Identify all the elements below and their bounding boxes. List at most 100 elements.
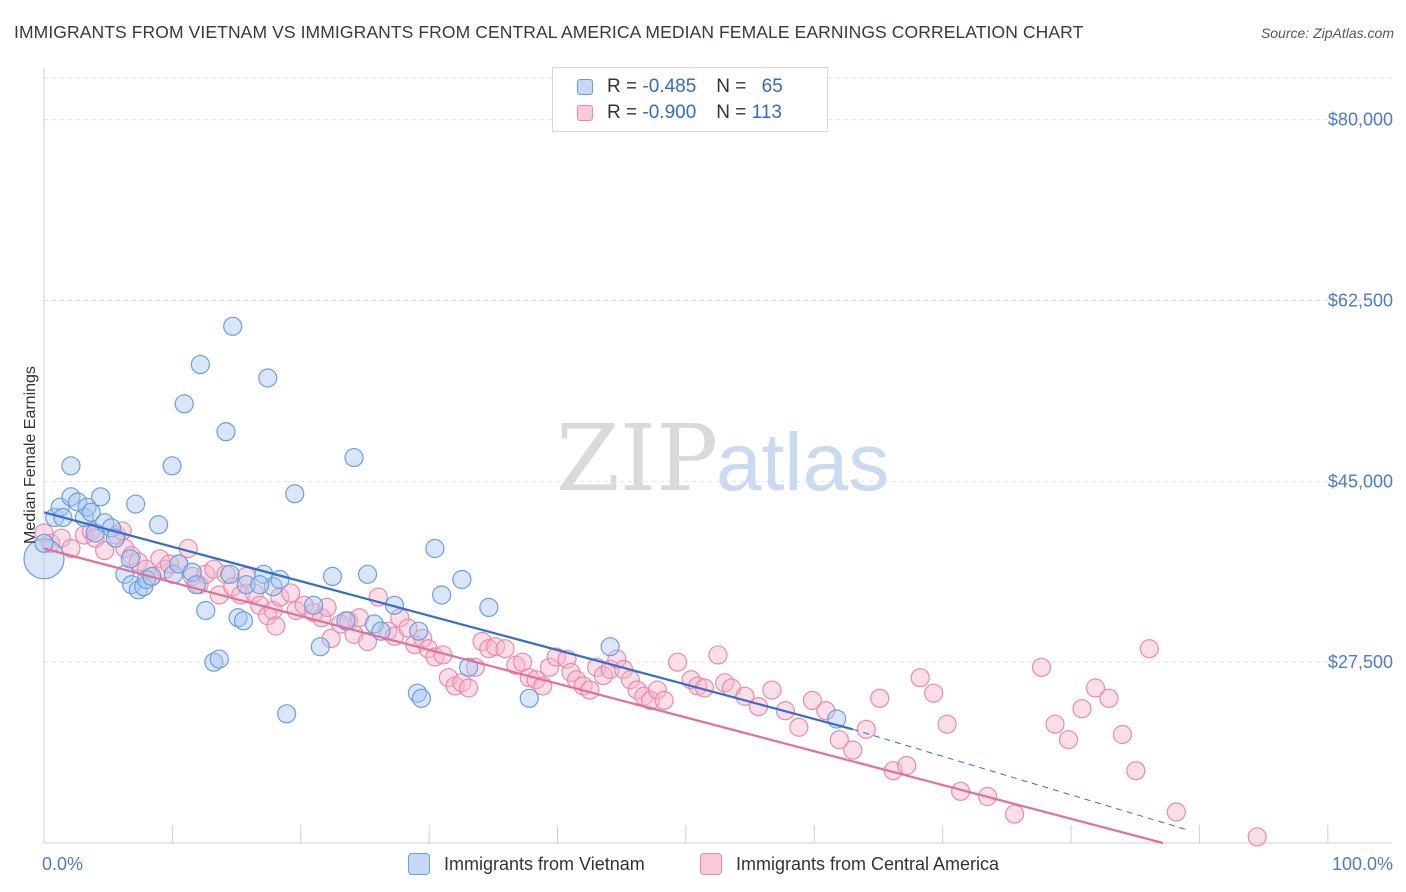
central-america-point — [910, 668, 930, 688]
vietnam-point — [459, 657, 479, 677]
vietnam-point — [228, 608, 248, 628]
vietnam-point — [600, 637, 620, 657]
central-america-point — [459, 678, 479, 698]
central-america-point — [937, 714, 957, 734]
bottom-legend-central-america: Immigrants from Central America — [700, 851, 999, 877]
central-america-point — [485, 637, 506, 657]
y-tick-label: $62,500 — [1328, 291, 1393, 311]
central-america-point — [266, 616, 286, 636]
vietnam-point — [220, 564, 240, 584]
central-america-point — [1112, 724, 1133, 745]
central-america-point — [1099, 688, 1119, 708]
bottom-legend-swatch-vietnam — [408, 853, 430, 875]
central-america-point — [708, 645, 728, 665]
central-america-point — [1139, 639, 1159, 659]
vietnam-point — [432, 585, 452, 605]
bottom-legend-label-vietnam: Immigrants from Vietnam — [444, 853, 645, 874]
vietnam-point — [519, 688, 539, 708]
legend-swatch-central-america — [577, 105, 593, 121]
axes — [43, 68, 1392, 844]
central-america-point — [1085, 678, 1106, 698]
x-tick-label-end: 100.0% — [1332, 854, 1393, 874]
source-credit: Source: ZipAtlas.com — [1260, 25, 1394, 41]
central-america-point — [1031, 657, 1052, 677]
trend-lines — [43, 511, 1190, 845]
vietnam-point — [452, 569, 472, 590]
vietnam-point — [357, 564, 378, 584]
x-tick-label-start: 0.0% — [42, 854, 83, 874]
central-america-point — [1247, 827, 1267, 847]
vietnam-point — [162, 456, 182, 476]
legend-r-value: -0.900 — [642, 102, 697, 123]
central-america-point — [1004, 804, 1025, 824]
vietnam-point — [128, 580, 148, 600]
central-america-point — [1126, 761, 1146, 781]
central-america-point — [95, 540, 115, 561]
correlation-legend: R = -0.485 N = 65 R = -0.900 N = 113 — [552, 67, 828, 132]
vietnam-point — [236, 575, 256, 595]
legend-r-label: R = — [607, 76, 638, 97]
chart-title: IMMIGRANTS FROM VIETNAM VS IMMIGRANTS FR… — [14, 22, 1084, 42]
vietnam-point — [204, 652, 224, 672]
legend-n-value: 113 — [751, 102, 782, 123]
central-america-point — [667, 652, 688, 672]
vietnam-point — [409, 621, 429, 641]
vietnam-point — [209, 649, 229, 669]
central-america-point — [802, 690, 822, 711]
legend-n-label: N = — [716, 76, 747, 97]
vietnam-point — [61, 456, 81, 476]
vietnam-point — [322, 566, 343, 587]
central-america-point — [856, 719, 876, 739]
central-america-point — [607, 649, 627, 669]
vietnam-point — [126, 494, 146, 514]
bottom-legend-vietnam: Immigrants from Vietnam — [408, 851, 645, 877]
vietnam-point — [190, 354, 210, 375]
central-america-point — [495, 639, 515, 659]
legend-row-vietnam: R = -0.485 N = 65 — [577, 75, 783, 99]
central-america-point — [61, 538, 81, 559]
vietnam-point — [364, 614, 384, 634]
central-america-point — [398, 618, 418, 638]
series-vietnam-points — [23, 316, 847, 729]
vietnam-point — [223, 316, 243, 336]
legend-r-value: -0.485 — [642, 76, 697, 97]
vietnam-point — [285, 484, 305, 504]
legend-n-label: N = — [716, 102, 747, 123]
vietnam-point — [91, 487, 111, 507]
bottom-legend-label-central-america: Immigrants from Central America — [736, 853, 1000, 874]
watermark: ZIP atlas — [556, 405, 889, 512]
vietnam-point — [425, 538, 445, 559]
vietnam-point — [277, 704, 297, 724]
vietnam-point — [216, 422, 236, 442]
vietnam-point — [479, 597, 499, 618]
legend-r-label: R = — [607, 102, 638, 123]
y-tick-label: $80,000 — [1328, 110, 1393, 130]
y-tick-label: $45,000 — [1328, 471, 1393, 491]
watermark-zip: ZIP — [556, 405, 718, 512]
vietnam-point — [304, 595, 324, 615]
vietnam-point — [148, 515, 169, 535]
vietnam-point — [182, 562, 202, 582]
y-tick-labels: $27,500 $45,000 $62,500 $80,000 — [1328, 110, 1393, 673]
legend-n-value: 65 — [761, 76, 783, 97]
central-america-point — [924, 683, 944, 703]
central-america-point — [1058, 730, 1079, 750]
vietnam-point — [344, 447, 364, 468]
central-america-point — [479, 639, 499, 659]
trend-line-vietnam — [43, 511, 854, 731]
central-america-point — [281, 583, 301, 603]
vietnam-point — [174, 394, 194, 414]
vietnam-point — [81, 502, 101, 522]
central-america-point — [829, 730, 849, 750]
central-america-point — [654, 690, 674, 711]
central-america-point — [1045, 714, 1065, 734]
trend-line-central-america — [43, 547, 1164, 845]
central-america-point — [539, 657, 560, 677]
central-america-point — [1166, 802, 1186, 822]
watermark-atlas: atlas — [716, 417, 889, 508]
central-america-point — [843, 740, 863, 760]
central-america-point — [357, 631, 378, 652]
vietnam-point — [411, 688, 432, 708]
vietnam-point — [23, 538, 65, 580]
